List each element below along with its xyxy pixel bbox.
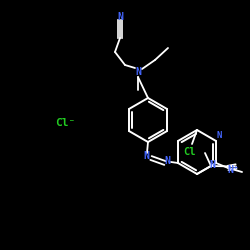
Text: N: N <box>117 12 123 22</box>
Text: Cl⁻: Cl⁻ <box>55 118 75 128</box>
Text: N: N <box>143 151 149 161</box>
Text: N: N <box>209 160 215 170</box>
Text: Cl: Cl <box>183 147 195 157</box>
Text: N: N <box>135 67 141 77</box>
Text: N: N <box>216 132 222 140</box>
Text: N⁺: N⁺ <box>227 165 239 175</box>
Text: N: N <box>164 156 170 166</box>
